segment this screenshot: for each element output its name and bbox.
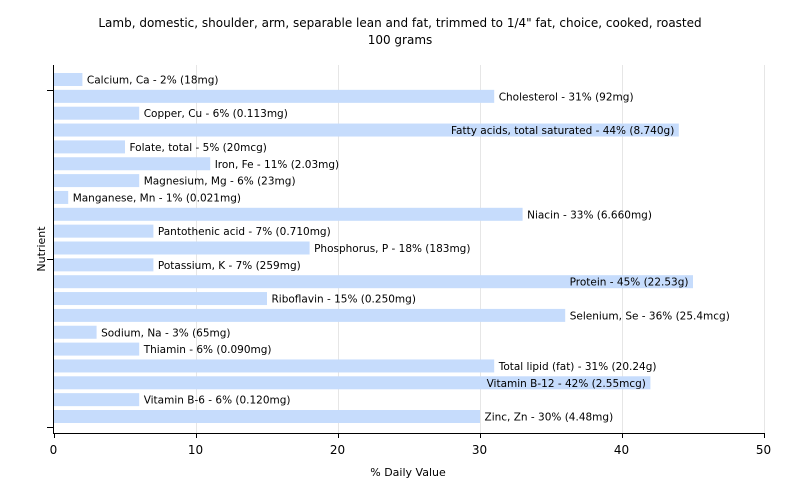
x-tick-label: 30 [472,443,487,457]
bar [54,308,566,322]
bar [54,342,140,356]
bar-label: Copper, Cu - 6% (0.113mg) [144,108,288,120]
bars: Calcium, Ca - 2% (18mg) Cholesterol - 31%… [54,73,730,424]
bar [54,376,651,390]
axes [53,65,764,434]
bar [54,190,69,204]
bar-label: Calcium, Ca - 2% (18mg) [87,75,219,87]
x-tick-label: 20 [330,443,345,457]
bar [54,157,211,171]
bar-label: Vitamin B-6 - 6% (0.120mg) [144,395,291,407]
bar-label: Vitamin B-12 - 42% (2.55mcg) [487,378,646,390]
bar-label: Pantothenic acid - 7% (0.710mg) [158,226,331,238]
bar-label: Manganese, Mn - 1% (0.021mg) [73,192,241,204]
bar-label: Selenium, Se - 36% (25.4mcg) [570,310,730,322]
bar-label: Phosphorus, P - 18% (183mg) [314,243,470,255]
bar-label: Fatty acids, total saturated - 44% (8.74… [451,125,674,137]
bar [54,89,495,103]
x-axis-title: % Daily Value [370,466,446,479]
bar [54,325,97,339]
x-ticks: 0 10 20 30 40 50 [47,90,771,457]
bar-label: Magnesium, Mg - 6% (23mg) [144,176,296,188]
y-axis-title: Nutrient [35,226,48,272]
bar-label: Niacin - 33% (6.660mg) [527,209,652,221]
chart-subtitle: 100 grams [368,33,433,47]
bar [54,359,495,373]
x-tick-label: 40 [614,443,629,457]
bar [54,207,523,221]
bar-label: Thiamin - 6% (0.090mg) [143,344,272,356]
bar [54,275,693,289]
bar [54,123,679,137]
bar-label: Riboflavin - 15% (0.250mg) [272,294,416,306]
bar-label: Cholesterol - 31% (92mg) [499,91,634,103]
bar [54,410,480,423]
bar-label: Sodium, Na - 3% (65mg) [101,327,230,339]
bar [54,106,140,120]
bar-label: Zinc, Zn - 30% (4.48mg) [485,412,614,424]
x-tick-label: 0 [50,443,58,457]
bar-label: Total lipid (fat) - 31% (20.24g) [498,361,657,373]
bar-label: Protein - 45% (22.53g) [570,277,689,289]
bar [54,258,154,272]
x-tick-label: 10 [188,443,203,457]
bar [54,73,83,86]
bar-label: Iron, Fe - 11% (2.03mg) [215,159,339,171]
x-tick-label: 50 [756,443,771,457]
bar [54,224,154,238]
bar [54,140,125,154]
bar-label: Potassium, K - 7% (259mg) [158,260,301,272]
chart-title: Lamb, domestic, shoulder, arm, separable… [98,16,701,30]
bar-label: Folate, total - 5% (20mcg) [130,142,267,154]
bar [54,241,310,255]
bar [54,292,267,306]
bar [54,393,140,407]
bar [54,174,140,188]
